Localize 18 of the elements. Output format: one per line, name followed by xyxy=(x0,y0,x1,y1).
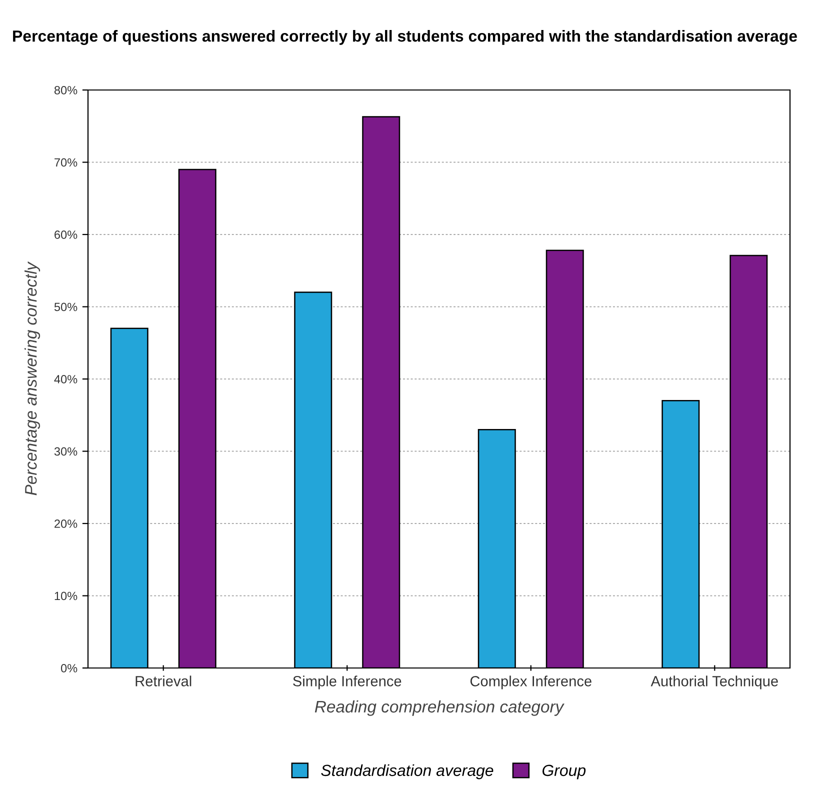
y-tick-label: 10% xyxy=(54,592,78,600)
legend-label: Standardisation average xyxy=(321,764,494,780)
x-tick-label: Retrieval xyxy=(136,676,192,686)
y-tick-label: 50% xyxy=(54,302,78,312)
y-tick-label: 70% xyxy=(54,158,78,167)
y-tick-label: 40% xyxy=(54,375,78,384)
chart-title: Percentage of questions answered correctly by all students compared with the standardisation average xyxy=(13,30,797,45)
x-tick-label: Authorial Technique xyxy=(650,676,778,690)
legend-label: Group xyxy=(542,764,586,780)
y-axis-title: Percentage answering correctly xyxy=(24,261,40,496)
x-tick-label: Simple Inference xyxy=(293,676,402,690)
y-tick-label: 80% xyxy=(54,86,78,94)
y-tick-label: 60% xyxy=(54,230,78,239)
y-tick-label: 20% xyxy=(54,520,78,528)
y-tick-label: 0% xyxy=(60,664,78,672)
x-axis-title: Reading comprehension category xyxy=(314,700,564,716)
x-tick-label: Complex Inference xyxy=(470,676,592,690)
y-tick-label: 30% xyxy=(54,447,78,456)
